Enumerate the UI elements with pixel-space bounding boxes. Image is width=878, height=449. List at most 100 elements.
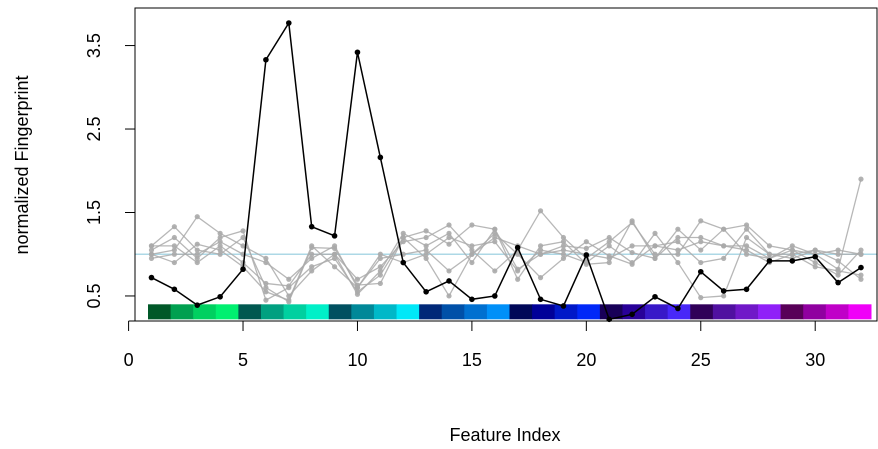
color-strip-cell [803, 304, 827, 320]
color-strip-cell [780, 304, 804, 320]
background-series-point [560, 255, 567, 261]
background-series-point [766, 243, 773, 249]
color-strip [148, 304, 872, 320]
background-series-point [217, 243, 223, 249]
background-series-point [446, 268, 452, 274]
background-series-point [537, 251, 544, 257]
background-series-point [629, 218, 635, 224]
background-series-point [492, 234, 498, 241]
background-series-point [743, 251, 750, 257]
background-series-point [789, 243, 795, 249]
background-series-point [171, 224, 177, 230]
highlight-series-point [400, 259, 407, 266]
background-series-point [377, 251, 383, 257]
highlight-series-point [789, 258, 796, 264]
color-strip-cell [260, 304, 285, 320]
highlight-series-point [835, 279, 841, 286]
background-series-point [606, 259, 612, 266]
background-series-point [286, 276, 292, 282]
background-series-point [560, 247, 567, 253]
color-strip-cell [170, 304, 194, 320]
background-series-point [309, 243, 315, 249]
background-series-point [858, 251, 864, 257]
y-tick-label: 2.5 [84, 117, 104, 142]
background-series-point [400, 230, 406, 236]
background-series-point [675, 247, 681, 253]
color-strip-cell [396, 304, 420, 320]
highlight-series-point [148, 274, 155, 281]
highlight-series-point [514, 244, 521, 251]
highlight-series-point [171, 286, 178, 293]
x-axis: 0 5 10 15 20 25 30 [124, 320, 825, 370]
background-series-point [743, 243, 750, 249]
background-series-point [629, 249, 635, 256]
background-series-point [286, 283, 292, 289]
background-series-point [217, 239, 223, 245]
x-tick-label: 15 [462, 350, 482, 370]
background-series-point [217, 230, 223, 236]
background-series-point [148, 255, 155, 261]
highlight-series-point [629, 311, 635, 318]
background-series-point [835, 272, 841, 278]
background-series-point [606, 239, 612, 245]
background-series-point [423, 247, 429, 253]
highlight-series-layer [148, 20, 864, 323]
highlight-series-point [583, 252, 590, 258]
background-series-point [423, 228, 429, 234]
background-series-point [583, 261, 589, 267]
x-tick-label: 20 [576, 350, 596, 370]
background-series-point [263, 280, 269, 287]
highlight-series-point [263, 56, 269, 63]
background-series-point [217, 247, 223, 253]
background-series-point [698, 247, 704, 253]
background-series-point [675, 251, 681, 257]
background-series-point [606, 243, 612, 249]
background-series-line [151, 178, 862, 303]
highlight-series-point [560, 303, 567, 309]
background-series-point [148, 243, 155, 249]
background-series-line [151, 236, 861, 289]
background-series-point [560, 243, 567, 249]
background-series-point [194, 259, 200, 266]
background-series-point [354, 285, 361, 291]
highlight-series-point [766, 258, 773, 264]
background-series-point [492, 268, 498, 274]
background-series-point [537, 275, 544, 281]
x-tick-label: 30 [805, 350, 825, 370]
background-series-point [148, 247, 155, 253]
background-series-point [171, 259, 177, 266]
background-series-point [446, 293, 452, 299]
background-series-point [309, 268, 315, 274]
background-series-point [194, 214, 200, 220]
color-strip-cell [848, 304, 872, 320]
background-series-point [789, 251, 795, 257]
background-series-point [858, 247, 864, 253]
highlight-series-point [194, 302, 201, 308]
highlight-series-point [354, 49, 361, 56]
background-series-point [835, 268, 841, 274]
color-strip-cell [464, 304, 488, 320]
background-series-point [675, 239, 681, 245]
color-strip-cell [441, 304, 465, 320]
background-series-point [331, 243, 338, 249]
color-strip-cell [667, 304, 691, 320]
background-series-point [309, 264, 315, 270]
y-tick-label: 0.5 [84, 283, 104, 308]
color-strip-cell [373, 304, 398, 320]
background-series-point [263, 289, 269, 295]
background-series-point [148, 251, 155, 257]
background-series-point [858, 276, 864, 282]
y-tick-label: 1.5 [84, 200, 104, 225]
x-tick-label: 5 [238, 350, 248, 370]
plot-frame [134, 7, 878, 322]
background-series-point [515, 276, 521, 282]
background-series-point [194, 241, 200, 247]
highlight-series-point [308, 223, 315, 230]
background-series-point [560, 234, 567, 241]
background-series-point [721, 255, 727, 261]
background-series-point [858, 272, 864, 278]
background-series-point [217, 251, 223, 257]
background-series-point [560, 239, 567, 245]
background-series-line [151, 219, 862, 296]
color-strip-cell [690, 304, 714, 320]
